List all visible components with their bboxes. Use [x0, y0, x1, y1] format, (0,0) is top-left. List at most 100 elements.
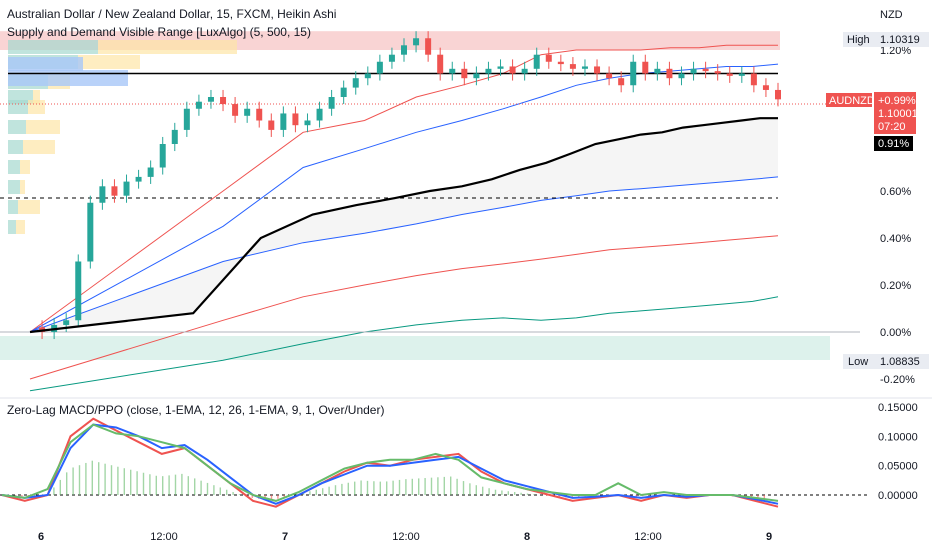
- macd-histogram-bar: [219, 487, 221, 495]
- profile-bar: [16, 220, 25, 234]
- candle-body: [461, 68, 468, 79]
- candle-body: [268, 120, 275, 130]
- band-lower_green: [29, 296, 779, 392]
- macd-histogram-bar: [309, 491, 311, 495]
- vwap-line: [29, 117, 778, 334]
- vwap-tag-bg: [874, 136, 913, 151]
- profile-bar: [20, 180, 25, 194]
- candle-body: [364, 73, 371, 79]
- macd-histogram-bar: [366, 480, 369, 495]
- indicator-title: Supply and Demand Visible Range [LuxAlgo…: [7, 25, 311, 39]
- low-label: Low: [848, 356, 868, 368]
- macd-axis: 0.15000 0.10000 0.05000 0.00000: [878, 402, 918, 502]
- candle-body: [376, 61, 383, 74]
- candle-body: [775, 89, 781, 100]
- high-value: 1.10319: [880, 34, 920, 46]
- macd-histogram-bar: [226, 489, 228, 495]
- macd-histogram-bar: [91, 460, 93, 495]
- candle-body: [654, 68, 661, 74]
- chart-title: Australian Dollar / New Zealand Dollar, …: [7, 7, 336, 21]
- profile-bar: [33, 90, 40, 104]
- candle-body: [352, 78, 359, 88]
- macd-histogram-bar: [462, 481, 465, 495]
- profile-bar: [8, 200, 18, 214]
- macd-histogram-bar: [78, 465, 81, 495]
- macd-histogram-bar: [130, 469, 132, 495]
- macd-histogram-bar: [354, 481, 356, 495]
- macd-histogram-bar: [558, 495, 561, 498]
- candle-body: [280, 113, 287, 130]
- candle-body: [388, 54, 395, 62]
- macd-axis-tick: 0.00000: [878, 490, 918, 502]
- candle-body: [726, 73, 733, 76]
- price-countdown: 07:20: [878, 121, 906, 133]
- candle-body: [340, 87, 347, 97]
- candle-body: [437, 54, 444, 74]
- candle-body: [485, 68, 492, 74]
- macd-histogram-bar: [520, 492, 522, 495]
- macd-histogram-bar: [507, 491, 509, 495]
- macd-histogram-bar: [187, 476, 189, 495]
- macd-histogram-bar: [398, 479, 401, 495]
- macd-histogram-bar: [200, 480, 202, 495]
- candle-body: [497, 66, 504, 69]
- candlesticks: [39, 31, 781, 340]
- macd-histogram-bar: [386, 481, 388, 495]
- macd-series-line: [1, 423, 779, 502]
- macd-histogram-bar: [475, 485, 477, 495]
- band-upper_blue: [29, 63, 779, 333]
- candle-body: [702, 68, 709, 72]
- vwap-tag: 0.91%: [878, 138, 909, 150]
- macd-histogram-bar: [392, 480, 394, 495]
- macd-histogram-bar: [66, 472, 68, 495]
- candle-body: [569, 64, 576, 69]
- macd-histogram-bar: [443, 476, 445, 495]
- candle-body: [606, 73, 613, 79]
- candle-body: [111, 186, 118, 196]
- profile-bar: [20, 160, 30, 174]
- candle-body: [220, 97, 227, 105]
- macd-histogram-bar: [482, 486, 484, 495]
- macd-histogram-bar: [379, 481, 381, 495]
- price-axis-tick: -0.20%: [880, 374, 915, 386]
- candle-body: [316, 108, 323, 121]
- candle-body: [232, 104, 239, 116]
- candle-body: [449, 68, 456, 74]
- macd-histogram-bar: [341, 483, 343, 495]
- macd-histogram-bar: [283, 495, 285, 498]
- profile-bar: [8, 40, 98, 54]
- macd-histogram-bar: [155, 475, 157, 495]
- macd-histogram-bar: [635, 495, 637, 497]
- band-lower_red: [29, 235, 779, 380]
- macd-histogram-bar: [277, 495, 279, 499]
- candle-body: [473, 73, 480, 79]
- macd-histogram-bar: [123, 468, 125, 495]
- macd-histogram-bar: [322, 488, 324, 495]
- candle-body: [135, 176, 142, 182]
- macd-histogram-bar: [251, 495, 253, 499]
- macd-histogram-bar: [21, 495, 23, 498]
- candle-body: [678, 73, 685, 79]
- macd-histogram-bar: [418, 478, 420, 495]
- macd-histogram-bar: [270, 495, 273, 501]
- macd-histogram-bar: [181, 473, 183, 495]
- candle-body: [99, 186, 106, 203]
- candle-body: [401, 45, 407, 55]
- profile-bar: [18, 200, 40, 214]
- macd-histogram-bar: [533, 494, 535, 495]
- symbol-tag-bg: [826, 93, 872, 107]
- time-axis-tick: 6: [38, 531, 44, 543]
- macd-histogram-bar: [411, 478, 413, 495]
- high-tag-bg: [843, 32, 929, 47]
- candle-body: [63, 320, 70, 325]
- macd-histogram-bar: [98, 462, 100, 495]
- volume-profile: [8, 40, 237, 234]
- candle-body: [244, 108, 251, 116]
- candle-body: [557, 61, 564, 65]
- macd-histogram-bar: [72, 467, 74, 495]
- macd-histogram-bar: [469, 483, 471, 495]
- time-axis-tick: 12:00: [634, 531, 662, 543]
- macd-histogram-bar: [213, 485, 215, 495]
- macd-lines: [1, 417, 779, 508]
- macd-histogram-bar: [59, 479, 61, 495]
